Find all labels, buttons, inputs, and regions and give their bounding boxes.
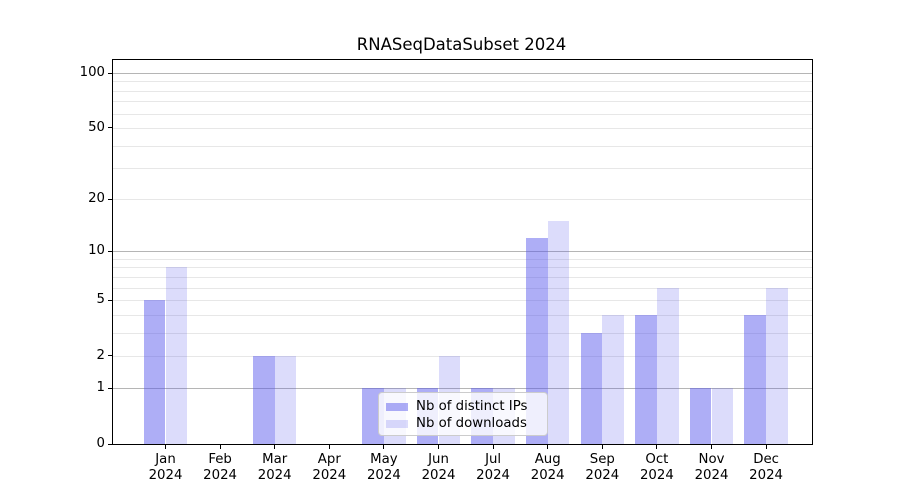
bar-distinct-ips [580, 332, 603, 444]
x-tick-label: Nov 2024 [694, 452, 729, 483]
minor-gridline [113, 90, 812, 92]
plot-area [112, 59, 813, 445]
x-tickmark [328, 445, 330, 449]
legend-entry-downloads: Nb of downloads [386, 415, 547, 432]
minor-gridline [113, 167, 812, 169]
bar-distinct-ips [252, 355, 275, 444]
minor-gridline [113, 276, 812, 278]
legend-entry-distinct-ips: Nb of distinct IPs [386, 398, 547, 415]
x-tickmark [547, 445, 549, 449]
x-tickmark [219, 445, 221, 449]
bar-downloads [656, 287, 679, 444]
x-tickmark [165, 445, 166, 449]
y-tick-label: 5 [96, 292, 105, 307]
minor-gridline [113, 258, 812, 260]
x-tick-label: Aug 2024 [530, 452, 565, 483]
x-tickmark [274, 445, 276, 449]
x-tick-label: May 2024 [366, 452, 401, 483]
minor-gridline [113, 267, 812, 269]
bar-distinct-ips [143, 300, 166, 444]
x-tickmark [711, 445, 712, 449]
legend-label-distinct-ips: Nb of distinct IPs [416, 399, 528, 414]
x-tick-label: Dec 2024 [749, 452, 784, 483]
bar-downloads [274, 355, 297, 444]
x-tickmark [656, 445, 658, 449]
y-tickmark [108, 443, 112, 445]
x-tickmark [601, 445, 603, 449]
legend-swatch-downloads [386, 419, 408, 428]
legend: Nb of distinct IPs Nb of downloads [378, 392, 548, 436]
y-tick-label: 0 [96, 436, 105, 451]
y-tickmark [108, 250, 112, 252]
x-tick-label: Mar 2024 [257, 452, 292, 483]
x-tick-label: Jan 2024 [148, 452, 183, 483]
y-tick-label: 10 [88, 243, 105, 259]
y-tick-label: 50 [88, 119, 105, 135]
y-tickmark [108, 355, 112, 357]
bar-downloads [711, 388, 734, 444]
y-tickmark [108, 127, 112, 129]
x-tickmark [383, 445, 385, 449]
x-tick-label: Feb 2024 [203, 452, 238, 483]
x-tick-label: Jun 2024 [421, 452, 456, 483]
minor-gridline [113, 314, 812, 316]
legend-swatch-distinct-ips [386, 402, 408, 411]
minor-gridline [113, 300, 812, 301]
x-tick-label: Apr 2024 [312, 452, 347, 483]
bar-downloads [602, 314, 625, 444]
y-tick-label: 20 [88, 191, 105, 207]
minor-gridline [113, 199, 812, 201]
chart-title: RNASeqDataSubset 2024 [356, 35, 567, 54]
y-tick-label: 2 [96, 347, 105, 363]
minor-gridline [113, 332, 812, 334]
y-tick-label: 100 [79, 65, 105, 80]
bar-distinct-ips [689, 388, 712, 444]
major-gridline [113, 251, 812, 253]
y-tick-label: 1 [96, 380, 105, 396]
y-tickmark [108, 72, 112, 74]
y-tickmark [108, 387, 112, 389]
minor-gridline [113, 113, 812, 115]
bar-downloads [165, 267, 188, 444]
y-tickmark [108, 299, 112, 301]
minor-gridline [113, 145, 812, 147]
major-gridline [113, 388, 812, 390]
bar-distinct-ips [635, 314, 657, 444]
bar-downloads [547, 221, 570, 444]
minor-gridline [113, 101, 812, 103]
bar-distinct-ips [744, 314, 767, 444]
x-tickmark [438, 445, 439, 449]
x-tick-label: Oct 2024 [639, 452, 674, 483]
minor-gridline [113, 127, 812, 129]
minor-gridline [113, 81, 812, 83]
x-tickmark [765, 445, 767, 449]
x-tickmark [492, 445, 494, 449]
x-tick-label: Jul 2024 [476, 452, 511, 483]
minor-gridline [113, 287, 812, 289]
major-gridline [113, 73, 812, 74]
minor-gridline [113, 355, 812, 357]
y-tickmark [108, 198, 112, 200]
x-tick-label: Sep 2024 [585, 452, 620, 483]
bar-downloads [766, 287, 788, 444]
legend-label-downloads: Nb of downloads [416, 416, 527, 431]
